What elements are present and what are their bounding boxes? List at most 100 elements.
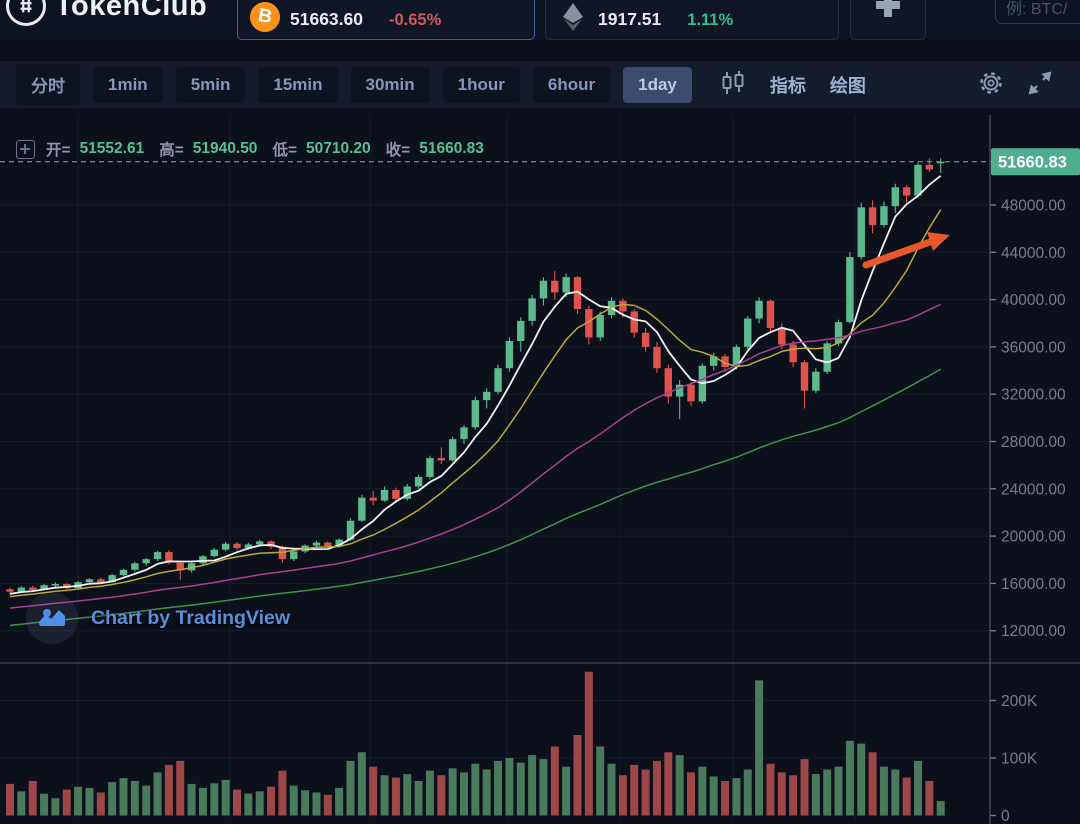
btc-change: -0.65% (389, 11, 442, 29)
candle-body (902, 187, 911, 196)
watchlist-item-btc[interactable]: B 51663.60 -0.65% (237, 0, 535, 40)
volume-bar (301, 790, 310, 816)
candle-body (744, 318, 752, 347)
volume-bar (85, 787, 94, 816)
candle-body (494, 368, 502, 392)
candle-body (812, 371, 820, 391)
volume-bar (51, 798, 60, 816)
candle-body (766, 300, 775, 328)
volume-bar (811, 774, 820, 816)
interval-button-1day[interactable]: 1day (623, 66, 692, 103)
tradingview-watermark[interactable]: Chart by TradingView (26, 592, 290, 644)
candle-body (131, 563, 139, 570)
interval-button-1hour[interactable]: 1hour (442, 66, 520, 103)
candle-body (108, 575, 116, 583)
open-value: 51552.61 (79, 140, 145, 157)
candle-body (426, 458, 434, 477)
btc-price: 51663.60 (290, 9, 363, 29)
volume-bar (698, 766, 707, 816)
interval-button-分时[interactable]: 分时 (16, 64, 80, 105)
fullscreen-icon[interactable] (1016, 63, 1064, 106)
volume-bar (142, 785, 151, 816)
volume-bar (482, 769, 491, 816)
candle-body (471, 400, 480, 428)
volume-bar (403, 774, 412, 816)
candle-body (448, 439, 457, 461)
volume-bar (641, 769, 650, 816)
interval-button-6hour[interactable]: 6hour (532, 66, 611, 103)
candle-body (675, 384, 684, 397)
close-label: 收= (385, 142, 411, 159)
app-logo-text: TokenClub (55, 0, 208, 22)
candle-body (891, 187, 899, 207)
volume-bar (278, 770, 287, 816)
add-symbol-button[interactable] (850, 0, 926, 40)
volume-bar (755, 680, 764, 816)
volume-bar (6, 783, 14, 816)
candle-body (142, 559, 150, 564)
candle-body (153, 552, 162, 560)
volume-bar (176, 760, 185, 816)
volume-bar (664, 752, 673, 816)
volume-bar (323, 794, 332, 816)
candle-body (40, 585, 48, 590)
volume-bar (233, 789, 241, 816)
ma-line-10 (9, 209, 942, 598)
volume-bar (425, 770, 434, 816)
volume-axis-label: 200K (1001, 693, 1038, 710)
candle-body (880, 206, 888, 226)
candle-body (732, 346, 741, 368)
candle-body (789, 344, 797, 363)
watchlist-item-eth[interactable]: 1917.51 1.11% (545, 0, 839, 40)
volume-bar (62, 789, 71, 816)
tokenclub-logo-icon (6, 0, 46, 26)
app-logo[interactable]: TokenClub (6, 0, 207, 26)
symbol-search-input[interactable]: 例: BTC/ (995, 0, 1080, 24)
low-value: 50710.20 (306, 140, 371, 157)
volume-bar (562, 766, 571, 816)
drawing-button[interactable]: 绘图 (818, 64, 878, 106)
volume-bar (471, 763, 480, 816)
interval-button-15min[interactable]: 15min (258, 66, 338, 103)
chart-canvas[interactable]: 48000.00 44000.00 40000.00 36000.00 32000.00… (0, 115, 1080, 824)
chart-toolbar: 分时 1min 5min 15min 30min 1hour 6hour 1day 指标 绘图 (0, 61, 1080, 108)
interval-button-30min[interactable]: 30min (350, 66, 430, 103)
volume-bar (244, 793, 253, 816)
interval-button-1min[interactable]: 1min (93, 66, 163, 103)
interval-button-5min[interactable]: 5min (175, 66, 246, 103)
candle-body (119, 569, 128, 576)
volume-bar (369, 766, 378, 816)
interval-group: 分时 1min 5min 15min 30min 1hour 6hour 1day (16, 64, 692, 105)
volume-bar (119, 778, 128, 816)
candle-body (176, 562, 184, 571)
volume-bar (516, 762, 525, 816)
volume-bar (879, 766, 888, 816)
indicators-button[interactable]: 指标 (758, 64, 818, 106)
candle-body (539, 280, 548, 299)
legend-expand-icon[interactable] (16, 139, 35, 159)
volume-bar (198, 787, 207, 816)
candle-body (505, 340, 514, 369)
volume-bar (153, 772, 162, 816)
volume-bar (391, 777, 400, 816)
volume-bar (652, 760, 661, 816)
volume-bar (687, 772, 695, 816)
eth-icon (558, 2, 588, 32)
candle-body (868, 207, 877, 226)
candle-body (800, 362, 809, 391)
volume-bar (777, 772, 786, 816)
trend-arrow-head (927, 232, 950, 251)
candle-body (755, 300, 763, 319)
chart-type-candlestick-icon[interactable] (708, 62, 758, 107)
last-price-label: 51660.83 (998, 154, 1067, 172)
volume-bar (40, 793, 49, 816)
candle-body (17, 587, 26, 592)
volume-bar (709, 776, 718, 816)
volume-bar (414, 781, 423, 816)
price-axis-label: 24000.00 (1001, 481, 1066, 498)
chart-area: 48000.00 44000.00 40000.00 36000.00 32000.00… (0, 115, 1080, 824)
candle-body (562, 277, 570, 293)
settings-gear-icon[interactable] (966, 62, 1016, 107)
volume-bar (789, 775, 798, 816)
ma-line-30 (9, 303, 942, 609)
